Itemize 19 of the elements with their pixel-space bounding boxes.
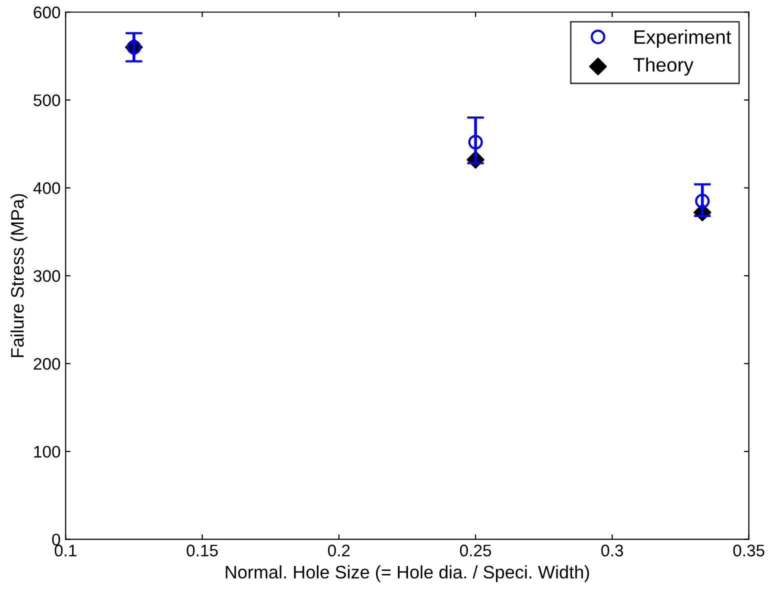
legend-label: Theory [633, 57, 694, 76]
x-tick-label: 0.2 [328, 544, 350, 556]
legend-label: Experiment [634, 30, 732, 48]
x-tick-label: 0.25 [460, 544, 492, 556]
y-tick-label: 300 [34, 270, 60, 282]
y-tick-label: 500 [34, 94, 60, 106]
x-tick-label: 0.1 [54, 544, 76, 556]
point [468, 134, 483, 150]
y-tick-label: 400 [33, 182, 60, 194]
y-tick-label: 200 [34, 358, 60, 370]
point [695, 194, 710, 208]
x-tick-label: 0.3 [601, 544, 624, 556]
y-axis-title: Failure Stress (MPa) [10, 194, 28, 358]
x-tick-label: 0.35 [733, 544, 764, 556]
x-axis-title: Normal. Hole Size (= Hole dia. / Speci. Width) [226, 565, 589, 582]
y-tick-label: 100 [34, 446, 60, 458]
y-tick-label: 600 [34, 6, 60, 18]
x-tick-label: 0.15 [186, 544, 218, 556]
y-tick-label: 0 [52, 534, 60, 546]
